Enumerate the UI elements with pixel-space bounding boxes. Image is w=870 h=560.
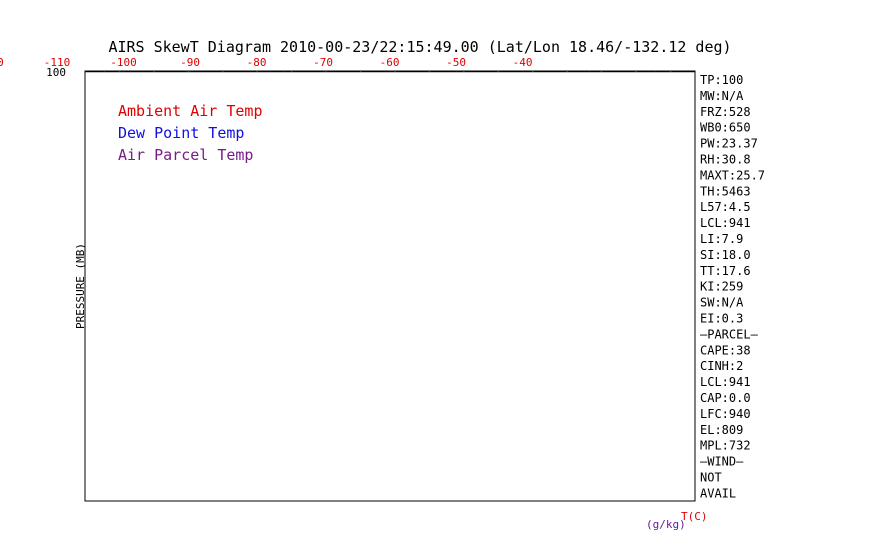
mixing-units-label: (g/kg) (646, 518, 686, 531)
isotherm-line (522, 71, 524, 73)
dry-adiabat-line (85, 71, 88, 73)
dry-adiabat-line (634, 71, 639, 73)
index-entry: L57:4.5 (700, 200, 751, 214)
index-entry: TH:5463 (700, 184, 751, 198)
dry-adiabat-line (325, 71, 329, 73)
index-entry: RH:30.8 (700, 153, 751, 167)
dry-adiabat-line (497, 71, 502, 73)
index-entry: SI:18.0 (700, 248, 751, 262)
top-temp-tick-label: -120 (0, 56, 4, 69)
isotherm-line (588, 71, 591, 73)
index-entry: KI:259 (700, 280, 743, 294)
index-entry: LCL:941 (700, 216, 751, 230)
top-temp-tick-label: -70 (313, 56, 333, 69)
series-line-0 (282, 71, 285, 73)
index-entry: MPL:732 (700, 439, 751, 453)
dry-adiabat-line (669, 71, 674, 73)
dry-adiabat-line (290, 71, 295, 73)
series-line-2 (103, 71, 107, 73)
dry-adiabat-line (704, 0, 870, 72)
index-entry: TT:17.6 (700, 264, 751, 278)
index-entry: LCL:941 (700, 375, 751, 389)
isotherm-line (0, 0, 205, 72)
index-entry: CINH:2 (700, 359, 743, 373)
isotherm-line (855, 0, 870, 72)
dry-adiabat-line (600, 71, 605, 73)
top-temp-tick-label: -80 (247, 56, 267, 69)
isotherm-line (722, 0, 870, 72)
dry-adiabat-line (738, 0, 870, 72)
legend-air-parcel-temp: Air Parcel Temp (118, 146, 253, 164)
y-axis-label: PRESSURE (MB) (74, 243, 87, 329)
chart-title: AIRS SkewT Diagram 2010-00-23/22:15:49.0… (108, 38, 731, 56)
top-temp-tick-label: -60 (380, 56, 400, 69)
dry-adiabat-line (118, 71, 122, 73)
top-temp-tick-label: -50 (446, 56, 466, 69)
index-entry: CAP:0.0 (700, 391, 751, 405)
dry-adiabat-line (531, 71, 536, 73)
index-entry: EL:809 (700, 423, 743, 437)
isotherm-line (0, 0, 471, 72)
top-temp-tick-label: -100 (110, 56, 137, 69)
dry-adiabat-line (566, 71, 571, 73)
index-entry: SW:N/A (700, 296, 744, 310)
index-entry: CAPE:38 (700, 343, 751, 357)
pressure-tick-label: 100 (46, 66, 66, 79)
index-entry: PW:23.37 (700, 137, 758, 151)
legend-dew-point-temp: Dew Point Temp (118, 124, 244, 142)
dry-adiabat-line (359, 71, 364, 73)
index-entry: —WIND— (700, 455, 744, 469)
index-entry: LI:7.9 (700, 232, 743, 246)
index-entry: FRZ:528 (700, 105, 751, 119)
index-entry: EI:0.3 (700, 312, 743, 326)
index-entry: MAXT:25.7 (700, 168, 765, 182)
index-entry: MW:N/A (700, 89, 744, 103)
top-temp-tick-label: -90 (180, 56, 200, 69)
index-entry: LFC:940 (700, 407, 751, 421)
index-entry: NOT (700, 471, 722, 485)
x-units-label: T(C) (681, 510, 708, 523)
index-entry: TP:100 (700, 73, 743, 87)
plot-border (84, 70, 696, 502)
top-temp-tick-label: -40 (513, 56, 533, 69)
isotherm-line (655, 71, 657, 73)
top-temp-tick-label: -110 (44, 56, 71, 69)
index-entry: WB0:650 (700, 121, 751, 135)
isotherm-line (789, 0, 870, 72)
dry-adiabat-line (16, 0, 870, 72)
dry-adiabat-line (428, 71, 433, 73)
series-line-1 (269, 71, 272, 73)
index-entry: AVAIL (700, 486, 736, 500)
index-entry: —PARCEL— (700, 327, 759, 341)
legend-ambient-air-temp: Ambient Air Temp (118, 102, 263, 120)
dry-adiabat-line (256, 71, 260, 73)
